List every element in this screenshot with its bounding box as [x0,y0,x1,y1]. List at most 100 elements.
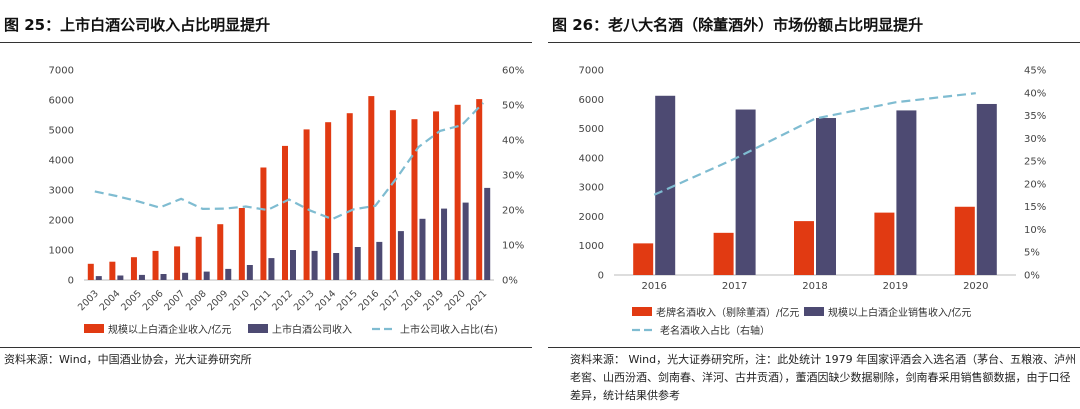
bar [182,272,189,280]
left-axis-tick-label: 7000 [579,66,604,77]
bar [303,129,310,280]
bar [816,118,836,276]
bar [311,250,318,280]
bar [152,250,159,280]
right-axis-tick-label: 10% [1024,225,1046,236]
bar [794,221,814,275]
x-axis-tick-label: 2003 [76,288,101,313]
right-axis-tick-label: 25% [1024,157,1046,168]
legend-label: 规模以上白酒企业收入/亿元 [108,323,231,336]
right-axis-tick-label: 40% [1024,88,1046,99]
legend-label: 规模以上白酒企业销售收入/亿元 [828,306,971,319]
bar [633,243,654,275]
chart-panel-1: 图 25：上市白酒公司收入占比明显提升 0 1000 2000 3000 4000 500… [0,0,532,409]
legend-label: 老牌名酒收入（剔除董酒）/亿元 [656,306,799,319]
left-axis-tick-label: 7000 [49,66,74,77]
source-note: 资料来源：Wind，中国酒业协会，光大证券研究所 [4,353,252,366]
left-axis-tick-label: 1000 [49,246,74,257]
bar [397,231,404,280]
bar [389,110,396,280]
bar [954,206,975,275]
legend-swatch [804,307,824,316]
left-axis-tick-label: 5000 [49,126,74,137]
left-axis-tick-label: 2000 [49,216,74,227]
bar [454,104,461,280]
bar [896,110,917,276]
bar [333,253,340,280]
title-rule [0,42,532,43]
right-axis-tick-label: 30% [502,171,524,182]
chart-panel-2: 图 26：老八大名酒（除董酒外）市场份额占比明显提升 0 1000 2000 3000… [548,0,1080,409]
left-axis-tick-label: 2000 [579,212,604,223]
bar [655,95,676,275]
x-axis-tick-label: 2007 [162,288,187,313]
x-axis-tick-label: 2011 [249,288,274,313]
x-axis-tick-label: 2018 [400,288,425,313]
chart-title: 图 26：老八大名酒（除董酒外）市场份额占比明显提升 [552,16,924,34]
x-axis-tick-label: 2010 [227,288,252,313]
x-axis-tick-label: 2017 [378,288,403,313]
left-axis-tick-label: 3000 [579,183,604,194]
left-axis-tick-label: 0 [68,276,74,287]
source-rule [0,347,532,348]
bar [411,119,418,280]
right-axis-tick-label: 60% [502,66,524,77]
bar [238,208,245,280]
bar [268,258,275,280]
bar [346,113,353,280]
bar [376,241,383,280]
series-line [653,92,976,196]
x-axis-tick-label: 2012 [270,288,295,313]
bar [117,275,124,280]
bar [282,145,288,280]
x-axis-tick-label: 2015 [335,288,360,313]
left-axis-tick-label: 1000 [579,241,604,252]
chart-title: 图 25：上市白酒公司收入占比明显提升 [4,16,271,34]
bar [976,103,997,275]
bar [225,268,232,280]
bar [441,208,448,280]
x-axis-tick-label: 2017 [722,281,747,292]
right-axis-tick-label: 50% [502,101,524,112]
x-axis-tick-label: 2013 [292,288,317,313]
right-axis-tick-label: 40% [502,136,524,147]
bar [476,99,483,280]
x-axis-tick-label: 2005 [119,288,144,313]
bar [325,122,332,280]
x-axis-tick-label: 2016 [641,281,666,292]
bar [462,202,469,280]
chart-2-svg: 0 1000 2000 3000 4000 5000 6000 7000 0% 5% 10% 15% 2… [579,66,1047,338]
x-axis-tick-label: 2006 [141,288,166,313]
x-axis-tick-label: 2019 [883,281,908,292]
left-axis-tick-label: 6000 [49,96,74,107]
bar [368,96,375,280]
x-axis-tick-label: 2021 [464,288,489,313]
title-rule [548,42,1080,43]
right-axis-tick-label: 5% [1024,248,1040,259]
bar [95,276,102,280]
legend-label: 上市白酒公司收入 [272,323,352,336]
x-axis-tick-label: 2020 [443,288,468,313]
bar [874,212,895,275]
bar [713,232,734,275]
bar [138,274,145,280]
bar [174,246,181,280]
source-rule [548,347,1080,348]
bar [246,265,253,280]
bar [354,247,361,280]
right-axis-tick-label: 10% [502,241,524,252]
right-axis-tick-label: 35% [1024,111,1046,122]
right-axis-tick-label: 45% [1024,66,1046,77]
legend-swatch [632,307,652,316]
bar [290,250,296,280]
chart-1-svg: 0 1000 2000 3000 4000 5000 6000 7000 0% 10% 20% 30%… [49,66,525,337]
left-axis-tick-label: 0 [598,271,604,282]
bar [87,263,94,280]
bar [433,111,440,281]
left-axis-tick-label: 6000 [579,95,604,106]
series-line [94,102,484,221]
left-axis-tick-label: 4000 [49,156,74,167]
x-axis-tick-label: 2009 [206,288,231,313]
x-axis-tick-label: 2018 [802,281,827,292]
right-axis-tick-label: 15% [1024,202,1046,213]
